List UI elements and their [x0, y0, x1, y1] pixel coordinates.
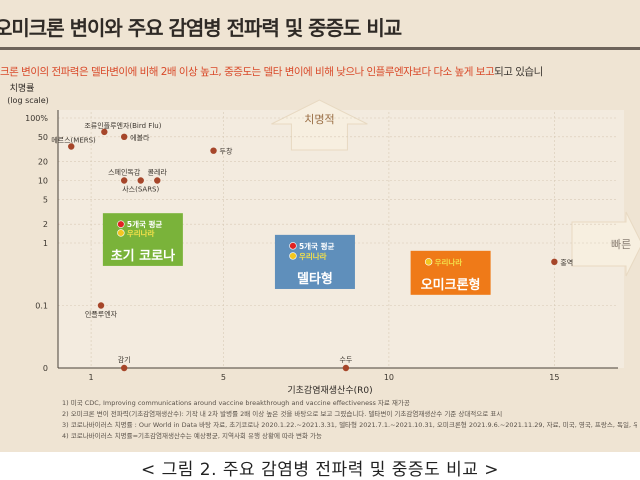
disease-point-label: 콜레라 [148, 168, 168, 177]
disease-point-label: 에볼라 [130, 133, 150, 142]
covid-marker-label: 우리나라 [127, 228, 155, 238]
x-tick-label: 5 [221, 373, 226, 382]
disease-point-label: 사스(SARS) [122, 185, 159, 194]
subtitle-tail: 되고 있습니 [494, 66, 543, 78]
covid-group-name: 초기 코로나 [111, 248, 175, 264]
covid-group-box [274, 234, 355, 289]
covid-group-name: 오미크론형 [421, 277, 481, 293]
disease-point [97, 302, 105, 309]
disease-point-label: 메르스(MERS) [51, 136, 96, 144]
covid-marker [289, 242, 297, 250]
covid-marker-label: 우리나라 [435, 257, 463, 267]
right-direction-label: 빠른 [611, 238, 631, 251]
footnotes: 1) 미국 CDC, Improving communications arou… [62, 398, 637, 442]
disease-point [68, 143, 75, 150]
disease-point [101, 128, 108, 136]
disease-point [342, 364, 350, 372]
disease-point [120, 133, 128, 141]
disease-point [551, 258, 558, 266]
covid-marker-label: 5개국 평균 [127, 219, 163, 229]
y-tick-label: 1 [43, 239, 48, 248]
subtitle: 크론 변이의 전파력은 델타변이에 비해 2배 이상 높고, 중증도는 델타 변… [0, 64, 543, 79]
figure-caption: < 그림 2. 주요 감염병 전파력 및 중증도 비교 > [140, 460, 500, 480]
disease-point-label: 스페인독감 [108, 168, 141, 177]
y-tick-label: 5 [43, 195, 48, 204]
right-arrow [571, 211, 640, 277]
y-axis-title: 치명률 [10, 82, 35, 94]
covid-group-box [410, 250, 491, 295]
disease-point [137, 177, 144, 184]
disease-point-label: 홍역 [560, 258, 573, 267]
disease-point [120, 364, 128, 372]
covid-marker [424, 258, 433, 266]
disease-point [210, 147, 217, 154]
covid-marker [117, 220, 125, 228]
x-tick-label: 1 [89, 373, 94, 382]
disease-point-label: 감기 [118, 355, 131, 364]
covid-group-box [102, 213, 183, 266]
disease-point-label: 수두 [339, 356, 352, 364]
y-tick-label: 0.1 [35, 302, 48, 311]
covid-group-name: 델타형 [297, 271, 333, 287]
up-direction-label: 치명적 [304, 113, 334, 126]
y-axis-subtitle: (log scale) [7, 96, 49, 105]
up-arrow [271, 99, 368, 151]
disease-point-label: 인플루엔자 [85, 310, 118, 319]
title-divider [0, 47, 640, 50]
disease-point-label: 두창 [220, 148, 233, 156]
covid-marker-label: 우리나라 [299, 251, 327, 261]
y-tick-label: 10 [38, 177, 48, 186]
x-tick-label: 15 [549, 373, 559, 382]
footnote: 4) 코로나바이러스 치명률=기초감염재생산수는 예상평균, 지역사회 유행 상… [62, 432, 323, 440]
covid-marker [289, 252, 297, 260]
covid-marker [117, 229, 125, 237]
page-title: 오미크론 변이와 주요 감염병 전파력 및 중증도 비교 [0, 16, 402, 40]
footnote: 3) 코로나바이러스 치명률 : Our World in Data 바탕 자료… [62, 421, 637, 429]
disease-point [154, 177, 161, 184]
y-tick-label: 20 [38, 158, 48, 167]
covid-marker-label: 5개국 평균 [299, 241, 335, 251]
footnote: 2) 오미크론 변이 전파력(기초감염재생산수): 기작 내 2차 발병률 2배… [62, 410, 503, 418]
y-tick-label: 100% [25, 114, 48, 123]
disease-point-label: 조류인플루엔자(Bird Flu) [84, 121, 161, 130]
infographic-panel: 오미크론 변이와 주요 감염병 전파력 및 중증도 비교 크론 변이의 전파력은… [0, 0, 640, 452]
x-tick-label: 10 [384, 373, 394, 382]
y-tick-label: 2 [43, 220, 48, 229]
y-tick-label: 0 [43, 364, 48, 373]
disease-point [120, 177, 128, 184]
footnote: 1) 미국 CDC, Improving communications arou… [62, 399, 410, 407]
y-tick-label: 50 [38, 133, 48, 142]
subtitle-main: 크론 변이의 전파력은 델타변이에 비해 2배 이상 높고, 중증도는 델타 변… [0, 66, 495, 78]
x-axis-title: 기초감염재생산수(R0) [287, 384, 372, 396]
